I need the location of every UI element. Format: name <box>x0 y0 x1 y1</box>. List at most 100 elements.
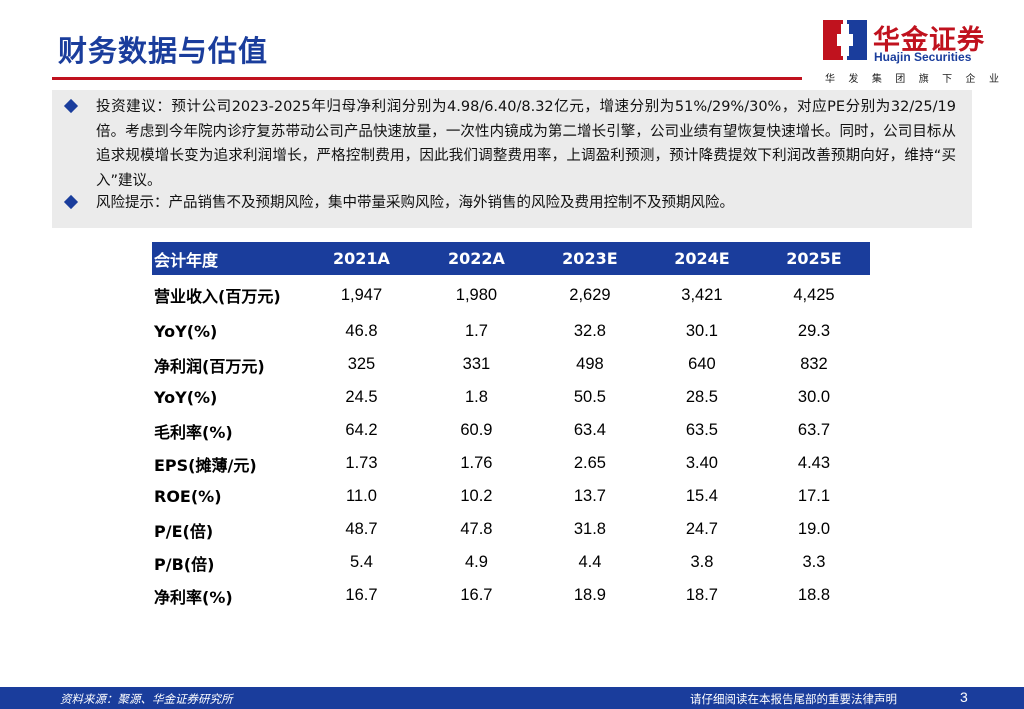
table-row: YoY(%) 46.8 1.7 32.8 30.1 29.3 <box>152 315 870 348</box>
investment-advice-text: 投资建议：预计公司2023-2025年归母净利润分别为4.98/6.40/8.3… <box>96 99 956 189</box>
table-cell: 24.5 <box>345 388 378 406</box>
table-cell: 47.8 <box>460 520 493 538</box>
legal-notice: 请仔细阅读在本报告尾部的重要法律声明 <box>690 692 897 706</box>
investment-advice-box: 投资建议：预计公司2023-2025年归母净利润分别为4.98/6.40/8.3… <box>52 90 972 228</box>
table-cell: 29.3 <box>797 322 831 340</box>
financial-data-table: 会计年度 2021A 2022A 2023E 2024E 2025E 营业收入(… <box>152 242 870 612</box>
table-cell: 24.7 <box>685 520 718 538</box>
tagline-char: 集 <box>871 74 882 85</box>
table-cell: 50.5 <box>573 388 606 406</box>
tagline-char: 发 <box>848 74 859 85</box>
row-label: EPS(摊薄/元) <box>154 455 257 475</box>
row-label: 净利润(百万元) <box>154 356 265 376</box>
table-cell: 17.1 <box>797 487 831 505</box>
header-year: 2025E <box>757 242 870 275</box>
table-cell: 13.7 <box>573 487 606 505</box>
table-cell: 640 <box>688 355 716 373</box>
table-cell: 1.8 <box>464 388 488 406</box>
table-row: 毛利率(%) 64.2 60.9 63.4 63.5 63.7 <box>152 414 870 447</box>
table-cell: 63.5 <box>685 421 718 439</box>
table-cell: 498 <box>576 355 604 373</box>
table-cell: 325 <box>347 355 376 373</box>
tagline-char: 业 <box>988 74 999 85</box>
table-cell: 2,629 <box>569 285 611 304</box>
table-cell: 30.1 <box>685 322 718 340</box>
table-cell: 48.7 <box>345 520 378 538</box>
table-cell: 2.65 <box>573 454 606 472</box>
table-cell: 1,947 <box>340 285 383 304</box>
row-label: P/B(倍) <box>154 554 215 574</box>
row-label: P/E(倍) <box>154 521 214 541</box>
table-cell: 18.7 <box>685 586 718 604</box>
row-label: 净利率(%) <box>154 587 233 607</box>
row-label: ROE(%) <box>154 487 222 506</box>
tagline-char: 华 <box>825 74 835 85</box>
table-row: 营业收入(百万元) 1,947 1,980 2,629 3,421 4,425 <box>152 275 870 315</box>
table-cell: 832 <box>800 355 828 373</box>
header-year: 2022A <box>418 242 534 275</box>
table-cell: 63.7 <box>797 421 831 439</box>
table-cell: 3.8 <box>690 553 714 571</box>
row-label: YoY(%) <box>154 388 218 407</box>
risk-warning-item: 风险提示：产品销售不及预期风险，集中带量采购风险，海外销售的风险及费用控制不及预… <box>63 191 956 216</box>
table-row: YoY(%) 24.5 1.8 50.5 28.5 30.0 <box>152 381 870 414</box>
table-cell: 1.73 <box>345 454 378 472</box>
table-row: P/E(倍) 48.7 47.8 31.8 24.7 19.0 <box>152 513 870 546</box>
header-year: 2023E <box>533 242 646 275</box>
table-cell: 331 <box>462 355 491 373</box>
table-cell: 10.2 <box>460 487 493 505</box>
table-cell: 60.9 <box>460 421 493 439</box>
investment-advice-item: 投资建议：预计公司2023-2025年归母净利润分别为4.98/6.40/8.3… <box>63 95 956 193</box>
table-cell: 16.7 <box>345 586 378 604</box>
table-cell: 3.40 <box>685 454 718 472</box>
page-title: 财务数据与估值 <box>58 34 269 68</box>
table-cell: 4.9 <box>464 553 488 571</box>
table-cell: 1.76 <box>460 454 493 472</box>
table-cell: 31.8 <box>573 520 606 538</box>
table-cell: 1,980 <box>455 285 498 304</box>
logo-chinese-name: 华金证券 <box>873 25 985 56</box>
row-label: 营业收入(百万元) <box>154 287 281 306</box>
huajin-logo-icon <box>823 20 867 60</box>
logo-english-name: Huajin Securities <box>874 50 972 64</box>
header-year: 2021A <box>304 242 419 275</box>
table-cell: 4.4 <box>578 553 602 571</box>
table-cell: 28.5 <box>685 388 718 406</box>
table-cell: 11.0 <box>346 487 377 505</box>
table-cell: 4.43 <box>797 454 831 472</box>
company-logo: 华金证券 Huajin Securities 华 发 集 团 旗 下 企 业 <box>823 18 1003 88</box>
table-cell: 16.7 <box>460 586 493 604</box>
risk-warning-text: 风险提示：产品销售不及预期风险，集中带量采购风险，海外销售的风险及费用控制不及预… <box>96 195 734 211</box>
header-fiscal-year: 会计年度 <box>152 242 304 275</box>
tagline-char: 团 <box>895 74 906 85</box>
table-cell: 46.8 <box>345 322 378 340</box>
logo-tagline: 华 发 集 团 旗 下 企 业 <box>825 70 999 85</box>
table-cell: 1.7 <box>464 322 488 340</box>
table-row: EPS(摊薄/元) 1.73 1.76 2.65 3.40 4.43 <box>152 447 870 480</box>
table-cell: 63.4 <box>573 421 606 439</box>
table-cell: 19.0 <box>797 520 831 538</box>
table-cell: 15.4 <box>685 487 718 505</box>
data-source-note: 资料来源：聚源、华金证券研究所 <box>60 692 233 706</box>
tagline-char: 企 <box>965 74 976 85</box>
table-cell: 5.4 <box>350 553 373 571</box>
table-cell: 18.8 <box>797 586 831 604</box>
table-cell: 3,421 <box>681 285 723 304</box>
table-row: 净利率(%) 16.7 16.7 18.9 18.7 18.8 <box>152 579 870 612</box>
tagline-char: 旗 <box>918 74 929 85</box>
diamond-bullet-icon <box>63 194 79 210</box>
table-cell: 4,425 <box>793 285 835 304</box>
title-divider <box>52 77 802 80</box>
table-row: 净利润(百万元) 325 331 498 640 832 <box>152 348 870 381</box>
table-cell: 64.2 <box>345 421 378 439</box>
row-label: YoY(%) <box>154 322 218 341</box>
table-cell: 30.0 <box>797 388 831 406</box>
table-cell: 32.8 <box>573 322 606 340</box>
tagline-char: 下 <box>942 74 953 85</box>
diamond-bullet-icon <box>63 98 79 114</box>
table-row: ROE(%) 11.0 10.2 13.7 15.4 17.1 <box>152 480 870 513</box>
page-number: 3 <box>960 689 968 705</box>
footer-bar: 资料来源：聚源、华金证券研究所 请仔细阅读在本报告尾部的重要法律声明 3 <box>0 687 1024 709</box>
table-cell: 3.3 <box>802 553 826 571</box>
header-year: 2024E <box>645 242 758 275</box>
